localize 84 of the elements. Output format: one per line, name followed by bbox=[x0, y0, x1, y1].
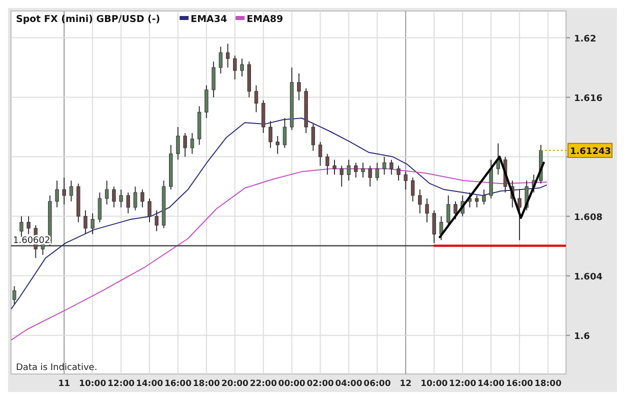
candlestick bbox=[212, 61, 216, 98]
candlestick bbox=[276, 135, 280, 154]
candlestick bbox=[240, 58, 244, 77]
x-tick-label: 11 bbox=[58, 379, 70, 389]
candlestick bbox=[518, 189, 522, 241]
annotation: Data is Indicative. bbox=[16, 363, 98, 373]
candlestick bbox=[410, 177, 415, 202]
candlestick bbox=[148, 198, 152, 223]
candlestick bbox=[112, 186, 116, 208]
x-tick-label: 10:00 bbox=[420, 379, 448, 389]
candlestick bbox=[90, 212, 94, 235]
candlestick bbox=[98, 192, 102, 223]
candlestick bbox=[268, 120, 272, 148]
candlestick bbox=[496, 142, 500, 176]
x-tick-label: 12:00 bbox=[449, 379, 476, 389]
legend-label: EMA34 bbox=[190, 14, 228, 25]
candlestick bbox=[62, 177, 66, 205]
chart-title: Spot FX (mini) GBP/USD (-) bbox=[16, 14, 160, 25]
candlestick bbox=[218, 46, 223, 74]
candlestick bbox=[332, 159, 336, 176]
legend-label: EMA89 bbox=[246, 14, 284, 25]
candlestick bbox=[133, 186, 138, 211]
candlestick bbox=[432, 210, 436, 244]
candlestick bbox=[418, 189, 422, 214]
candlestick bbox=[396, 165, 400, 182]
candlestick bbox=[482, 189, 486, 205]
x-tick-label: 12:00 bbox=[108, 379, 135, 389]
candlestick bbox=[84, 210, 88, 235]
x-tick-label: 10:00 bbox=[79, 379, 106, 389]
candlestick bbox=[454, 200, 458, 220]
candlestick bbox=[297, 72, 301, 101]
candlestick bbox=[20, 216, 24, 238]
candlestick bbox=[361, 162, 365, 178]
annotation: 1.61243 bbox=[570, 146, 611, 157]
y-tick-label: 1.608 bbox=[574, 212, 602, 223]
candlestick bbox=[340, 165, 344, 188]
y-tick-label: 1.604 bbox=[574, 272, 602, 282]
candlestick bbox=[390, 159, 394, 176]
candlestick bbox=[354, 162, 358, 178]
candlestick bbox=[254, 84, 258, 113]
x-tick-label: 20:00 bbox=[221, 379, 249, 389]
x-tick-label: 16:00 bbox=[164, 379, 192, 389]
x-tick-label: 16:00 bbox=[506, 379, 534, 389]
candlestick bbox=[176, 126, 180, 160]
x-tick-label: 22:00 bbox=[250, 379, 277, 389]
candlestick bbox=[368, 165, 372, 188]
x-tick-label: 06:00 bbox=[364, 379, 391, 389]
candlestick bbox=[404, 171, 408, 190]
candlestick bbox=[233, 55, 237, 80]
x-tick-label: 14:00 bbox=[136, 379, 164, 389]
candlestick bbox=[140, 189, 144, 208]
x-tick-label: 02:00 bbox=[306, 379, 334, 389]
y-tick-label: 1.616 bbox=[574, 94, 602, 104]
candlestick bbox=[318, 141, 322, 166]
candlestick bbox=[26, 216, 30, 235]
candlestick bbox=[12, 286, 16, 305]
candlestick bbox=[474, 194, 479, 208]
candlestick bbox=[226, 43, 230, 68]
x-tick-label: 18:00 bbox=[534, 379, 562, 389]
candlestick bbox=[154, 210, 158, 232]
candlestick bbox=[55, 180, 59, 208]
candlestick bbox=[346, 159, 351, 182]
x-tick-label: 18:00 bbox=[192, 379, 220, 389]
candlestick bbox=[326, 153, 330, 176]
x-tick-label: 14:00 bbox=[478, 379, 505, 389]
candlestick bbox=[190, 132, 194, 154]
candlestick bbox=[262, 100, 266, 134]
candlestick bbox=[425, 198, 429, 223]
x-tick-label: 00:00 bbox=[278, 379, 306, 389]
candlestick bbox=[375, 162, 380, 182]
candlestick bbox=[282, 118, 287, 148]
x-tick-label: 12 bbox=[400, 379, 412, 389]
candlestick bbox=[183, 132, 187, 158]
x-tick-label: 04:00 bbox=[335, 379, 362, 389]
candlestick bbox=[311, 124, 316, 152]
candlestick bbox=[104, 180, 109, 205]
candlestick bbox=[382, 156, 386, 176]
candlestick bbox=[446, 194, 450, 226]
candlestick bbox=[126, 192, 130, 214]
candlestick bbox=[119, 189, 123, 208]
candlestick bbox=[69, 180, 74, 202]
y-tick-label: 1.62 bbox=[574, 34, 596, 44]
y-tick-label: 1.6 bbox=[574, 332, 590, 342]
candlestick bbox=[204, 84, 208, 119]
